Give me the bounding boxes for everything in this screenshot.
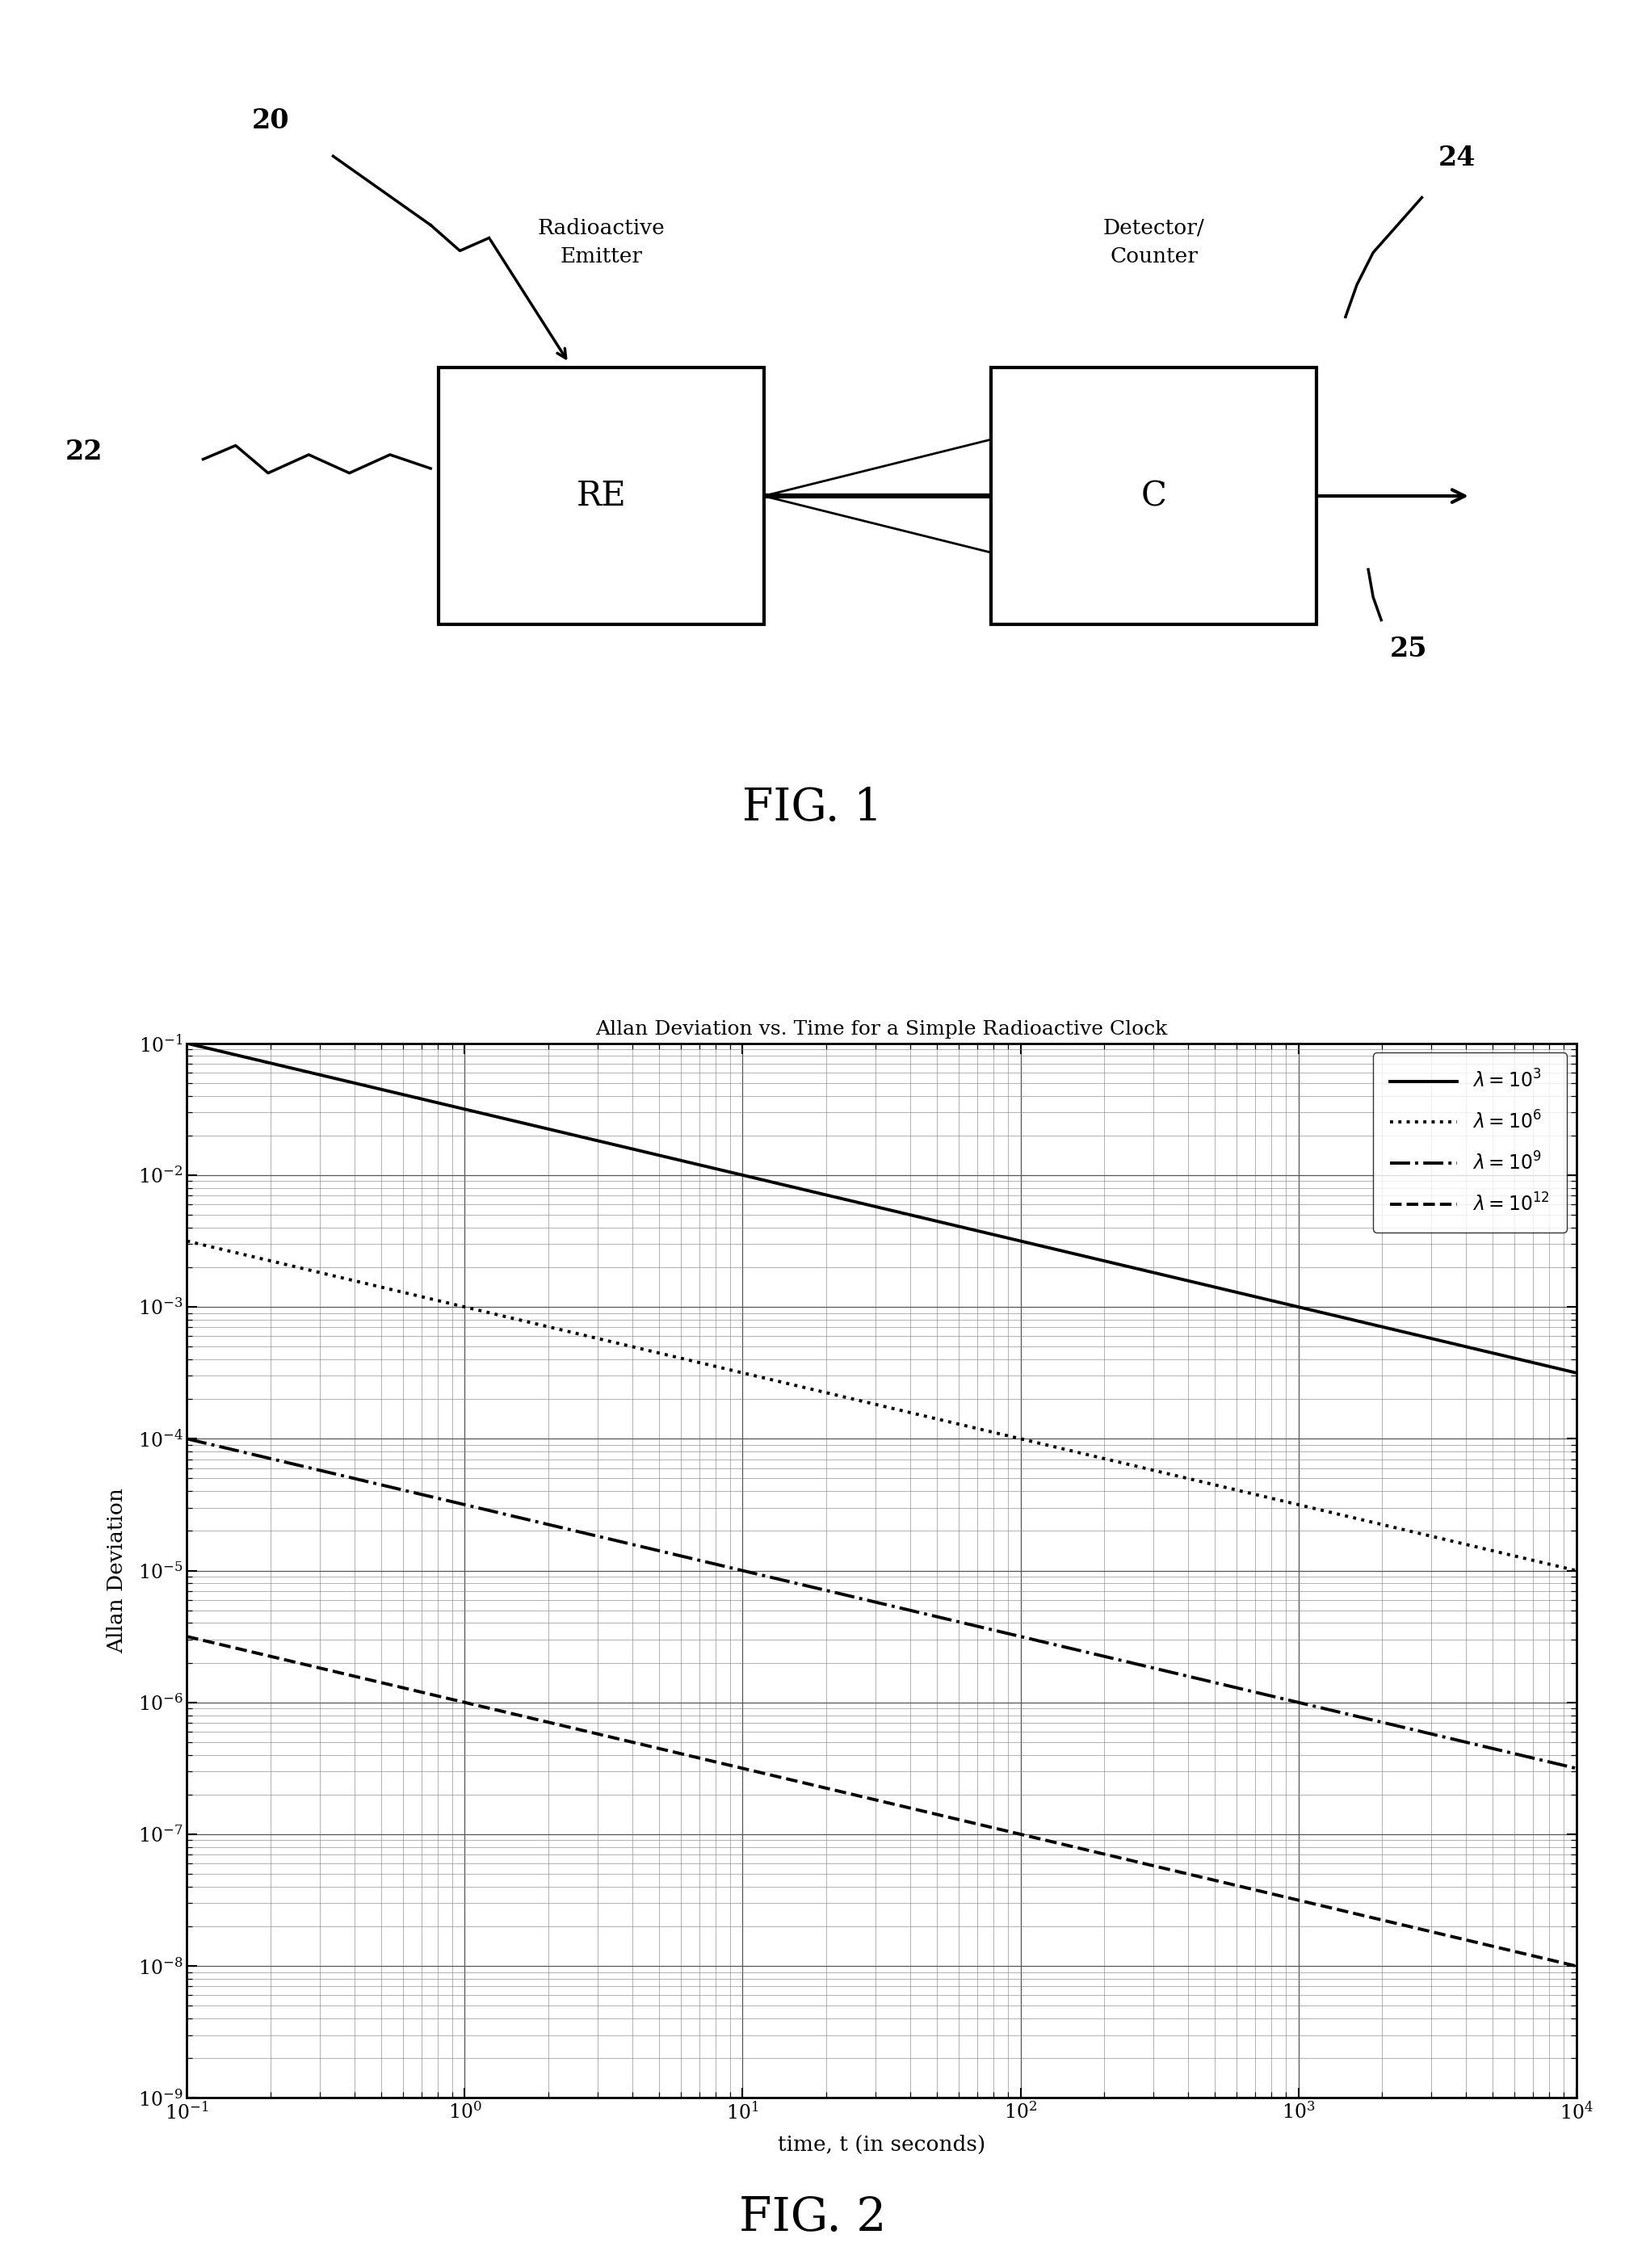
Bar xyxy=(991,367,1316,624)
Text: 24: 24 xyxy=(1438,145,1476,170)
X-axis label: time, t (in seconds): time, t (in seconds) xyxy=(778,2134,985,2155)
Text: 20: 20 xyxy=(252,107,289,134)
Text: FIG. 2: FIG. 2 xyxy=(739,2195,886,2241)
Text: FIG. 1: FIG. 1 xyxy=(743,787,882,830)
Text: 22: 22 xyxy=(65,438,102,465)
Text: Radioactive
Emitter: Radioactive Emitter xyxy=(538,218,665,265)
Text: C: C xyxy=(1141,479,1167,513)
Text: RE: RE xyxy=(577,479,626,513)
Text: 25: 25 xyxy=(1389,635,1427,662)
Legend: $\lambda = 10^3$, $\lambda = 10^6$, $\lambda = 10^9$, $\lambda = 10^{12}$: $\lambda = 10^3$, $\lambda = 10^6$, $\la… xyxy=(1373,1052,1566,1232)
Y-axis label: Allan Deviation: Allan Deviation xyxy=(107,1488,127,1653)
Bar xyxy=(439,367,764,624)
Title: Allan Deviation vs. Time for a Simple Radioactive Clock: Allan Deviation vs. Time for a Simple Ra… xyxy=(595,1021,1168,1039)
Text: Detector/
Counter: Detector/ Counter xyxy=(1103,218,1204,265)
